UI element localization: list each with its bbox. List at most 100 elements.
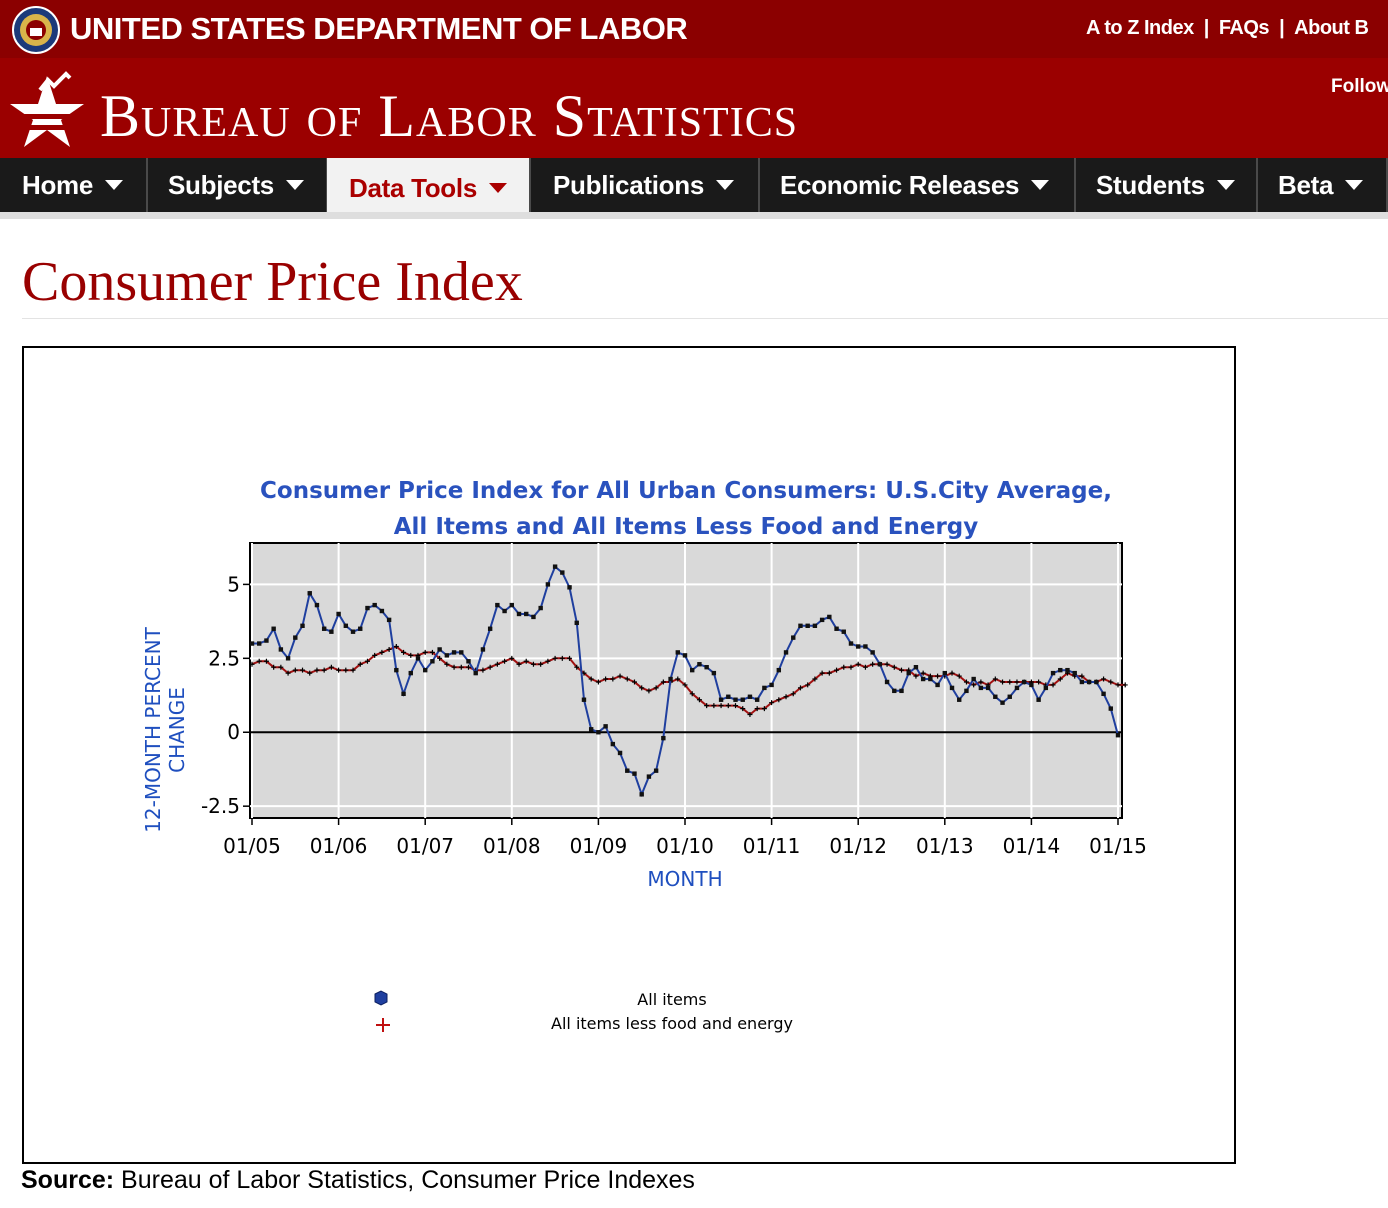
legend: All items All items less food and energy: [374, 990, 793, 1033]
data-point-all-items: [1021, 679, 1027, 685]
data-point-core: [278, 664, 284, 670]
data-point-all-items: [574, 620, 579, 626]
data-point-all-items: [812, 623, 818, 628]
data-point-all-items: [487, 626, 493, 631]
data-point-core: [624, 676, 630, 682]
nav-beta[interactable]: Beta: [1256, 158, 1388, 212]
data-point-core: [646, 688, 652, 694]
data-point-all-items: [437, 647, 442, 652]
caret-down-icon: [715, 180, 734, 190]
data-point-core: [1115, 682, 1121, 688]
data-point-core: [458, 664, 464, 670]
data-point-all-items: [1079, 679, 1085, 685]
data-point-core: [603, 676, 609, 682]
bureau-name[interactable]: Bureau of Labor Statistics: [100, 83, 799, 149]
about-link[interactable]: About B: [1294, 17, 1369, 39]
data-point-core: [336, 667, 342, 673]
faqs-link[interactable]: FAQs: [1218, 17, 1270, 39]
data-point-core: [725, 703, 731, 709]
x-tick-label: 01/07: [396, 834, 454, 858]
data-point-all-items: [632, 771, 637, 776]
data-point-all-items: [1065, 667, 1070, 673]
y-tick-label: 0: [227, 720, 240, 744]
data-point-core: [364, 658, 370, 664]
nav-subjects[interactable]: Subjects: [146, 158, 328, 212]
caret-down-icon: [1031, 180, 1050, 190]
data-point-all-items: [423, 667, 428, 673]
data-point-core: [530, 661, 536, 667]
data-point-all-items: [762, 685, 767, 691]
nav-label: Students: [1096, 169, 1205, 200]
data-point-all-items: [1007, 694, 1012, 699]
data-point-all-items: [293, 635, 298, 640]
data-point-all-items: [668, 676, 673, 682]
data-point-core: [855, 661, 861, 667]
nav-publications[interactable]: Publications: [531, 158, 760, 212]
data-point-all-items: [257, 641, 262, 646]
data-point-all-items: [1094, 679, 1099, 685]
data-point-core: [444, 661, 450, 667]
data-point-core: [271, 664, 277, 670]
data-point-all-items: [321, 626, 327, 631]
y-tick-label: 2.5: [208, 646, 240, 670]
nav-home[interactable]: Home: [0, 158, 148, 212]
data-point-core: [812, 676, 818, 682]
data-point-all-items: [942, 670, 947, 676]
data-point-all-items: [949, 685, 955, 691]
data-point-core: [675, 676, 681, 682]
data-point-core: [422, 649, 428, 655]
dol-seal-icon[interactable]: [12, 6, 60, 54]
follow-us-link[interactable]: Follow: [1331, 76, 1388, 97]
data-point-core: [617, 673, 623, 679]
data-point-core: [466, 664, 471, 670]
data-point-all-items: [538, 605, 543, 611]
main-navigation: Home Subjects Data Tools Publications Ec…: [0, 158, 1388, 218]
data-point-core: [1014, 679, 1020, 685]
nav-economic-releases[interactable]: Economic Releases: [758, 158, 1076, 212]
nav-students[interactable]: Students: [1074, 158, 1258, 212]
data-point-core: [978, 679, 984, 685]
legend-label-core: All items less food and energy: [551, 1014, 793, 1033]
nav-data-tools[interactable]: Data Tools: [327, 158, 531, 218]
data-point-core: [704, 703, 710, 709]
data-point-all-items: [444, 653, 450, 658]
data-point-all-items: [588, 727, 594, 732]
data-point-all-items: [971, 676, 976, 682]
data-point-all-items: [524, 611, 529, 617]
data-point-all-items: [805, 623, 810, 628]
data-point-core: [848, 664, 854, 670]
y-tick-label: -2.5: [201, 794, 240, 818]
source-label: Source:: [21, 1166, 115, 1194]
data-point-core: [769, 700, 775, 706]
data-point-core: [429, 649, 435, 655]
data-point-all-items: [1115, 733, 1121, 738]
department-name[interactable]: UNITED STATES DEPARTMENT OF LABOR: [70, 11, 688, 46]
y-axis-title-line-2: CHANGE: [165, 687, 189, 773]
data-point-core: [343, 667, 349, 673]
data-point-core: [386, 646, 392, 652]
data-point-core: [826, 670, 832, 676]
data-point-all-items: [783, 650, 789, 655]
data-point-core: [509, 655, 515, 661]
data-point-core: [740, 706, 746, 712]
data-point-all-items: [1072, 670, 1077, 676]
bls-star-logo-icon[interactable]: [10, 68, 85, 148]
a-to-z-index-link[interactable]: A to Z Index: [1086, 17, 1194, 39]
data-point-all-items: [617, 750, 623, 756]
data-point-all-items: [430, 659, 435, 664]
data-point-core: [256, 658, 262, 664]
caret-down-icon: [488, 183, 507, 193]
data-point-all-items: [964, 688, 969, 694]
data-point-all-items: [278, 647, 284, 652]
data-point-core: [567, 655, 573, 661]
data-point-all-items: [285, 656, 291, 661]
data-point-core: [1101, 676, 1107, 682]
data-point-core: [797, 685, 803, 691]
legend-marker-all-items: [374, 990, 388, 1006]
data-point-core: [754, 706, 760, 712]
data-point-core: [920, 670, 926, 676]
data-point-all-items: [993, 694, 998, 699]
data-point-core: [285, 670, 291, 676]
data-point-core: [401, 649, 407, 655]
data-point-core: [862, 664, 868, 670]
